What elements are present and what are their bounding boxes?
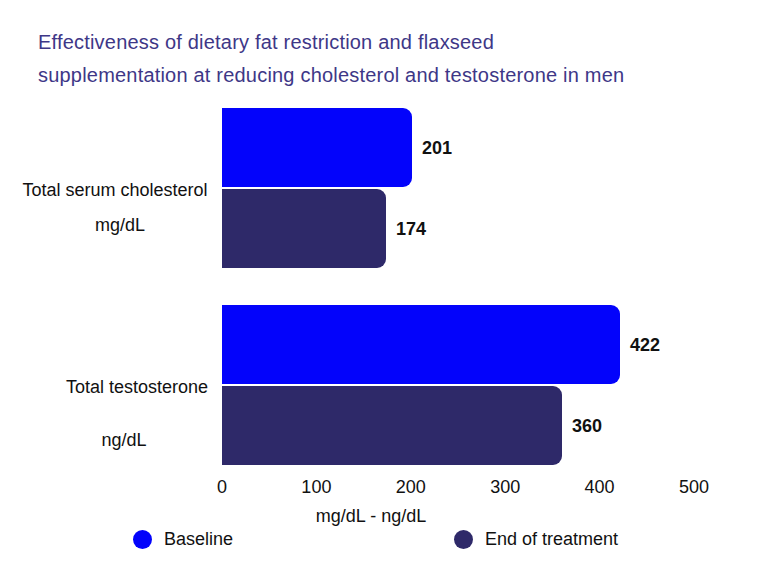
end-of-treatment-swatch-icon: [454, 530, 473, 549]
bar-baseline-total-testosterone: [222, 305, 620, 384]
x-tick-0: 0: [217, 477, 227, 498]
baseline-swatch-icon: [133, 530, 152, 549]
legend-item-baseline: Baseline: [133, 528, 233, 550]
x-tick-100: 100: [301, 477, 331, 498]
value-label-baseline-total-testosterone: 422: [630, 334, 660, 355]
x-tick-200: 200: [396, 477, 426, 498]
x-axis-label: mg/dL - ng/dL: [316, 506, 426, 527]
legend-label-baseline: Baseline: [164, 529, 233, 550]
chart-title-line-1: Effectiveness of dietary fat restriction…: [38, 26, 624, 59]
x-tick-400: 400: [585, 477, 615, 498]
value-label-end-of-treatment-total-serum-cholesterol: 174: [396, 218, 426, 239]
x-tick-500: 500: [679, 477, 709, 498]
category-unit-mg-dl: mg/dL: [95, 215, 145, 236]
value-label-end-of-treatment-total-testosterone: 360: [572, 415, 602, 436]
bar-baseline-total-serum-cholesterol: [222, 108, 412, 187]
category-label-total-serum-cholesterol: Total serum cholesterol: [22, 180, 207, 201]
value-label-baseline-total-serum-cholesterol: 201: [422, 137, 452, 158]
x-tick-300: 300: [490, 477, 520, 498]
legend-label-end-of-treatment: End of treatment: [485, 529, 618, 550]
bar-end-of-treatment-total-serum-cholesterol: [222, 189, 386, 268]
chart-title-line-2: supplementation at reducing cholesterol …: [38, 59, 624, 92]
bar-chart: Effectiveness of dietary fat restriction…: [0, 0, 768, 576]
category-unit-ng-dl: ng/dL: [101, 430, 146, 451]
chart-title: Effectiveness of dietary fat restriction…: [38, 26, 624, 92]
category-label-total-testosterone: Total testosterone: [66, 377, 208, 398]
bar-end-of-treatment-total-testosterone: [222, 386, 562, 465]
legend-item-end-of-treatment: End of treatment: [454, 528, 618, 550]
